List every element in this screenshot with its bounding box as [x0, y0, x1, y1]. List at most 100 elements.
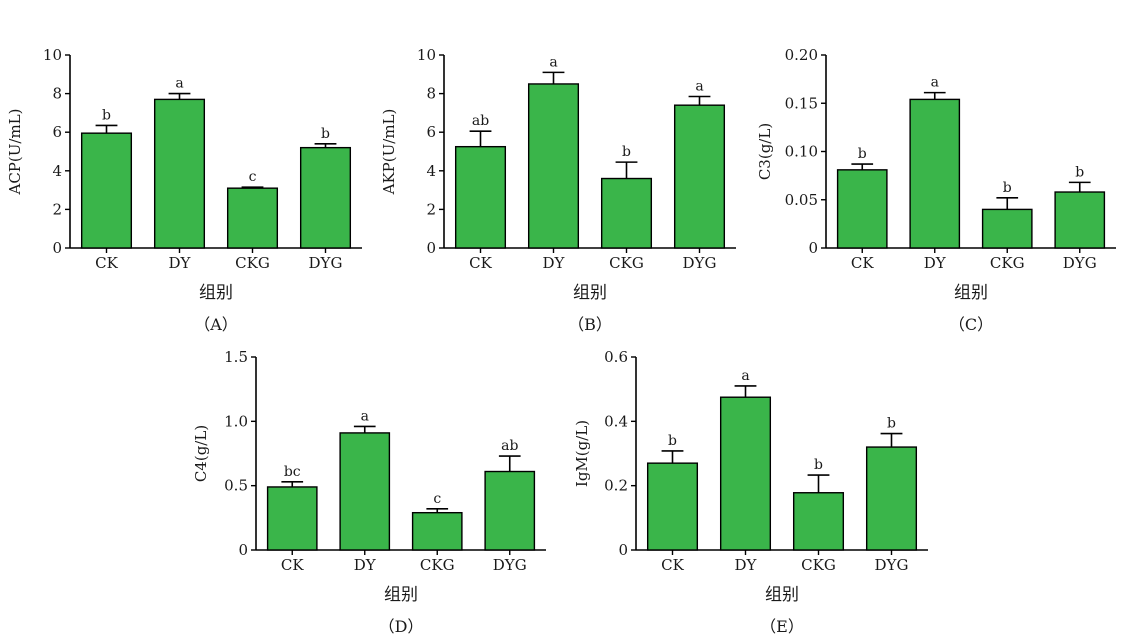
category-label-a-ckg: CKG	[235, 254, 270, 272]
panel-c: 0 0.05 0.10 0.15 0.20 b CK a DY b CKG b DYG C3(g/L) 组别…	[756, 46, 1116, 334]
y-tick-label-d: 0.5	[224, 477, 248, 495]
bar-d-dy	[339, 432, 391, 551]
significance-label-a-dy: a	[175, 76, 183, 92]
category-label-c-ck: CK	[851, 254, 874, 272]
significance-label-d-dyg: ab	[501, 438, 518, 454]
significance-label-c-dy: a	[931, 75, 939, 91]
significance-label-c-ck: b	[858, 146, 867, 162]
y-axis-title-a: ACP(U/mL)	[6, 109, 24, 196]
bar-a-dy	[153, 98, 206, 249]
y-tick-label-a: 0	[52, 239, 62, 257]
y-tick-label-c: 0.20	[785, 46, 818, 64]
y-tick-label-c: 0.15	[785, 94, 818, 112]
bar-b-dyg	[673, 104, 726, 249]
panel-e: 0 0.2 0.4 0.6 b CK a DY b CKG b DYG IgM(g/L) 组别 （E）	[573, 348, 928, 636]
bar-d-ck	[266, 486, 318, 551]
category-label-c-ckg: CKG	[990, 254, 1025, 272]
y-tick-label-c: 0.05	[785, 191, 818, 209]
panel-label-e: （E）	[760, 617, 804, 636]
category-label-e-dyg: DYG	[875, 556, 909, 574]
y-tick-label-a: 8	[52, 85, 62, 103]
y-tick-label-b: 2	[426, 200, 436, 218]
panel-label-c: （C）	[949, 315, 993, 334]
category-label-d-ck: CK	[281, 556, 304, 574]
category-label-b-ck: CK	[469, 254, 492, 272]
category-label-a-dy: DY	[169, 254, 192, 272]
y-tick-label-e: 0.2	[604, 477, 628, 495]
category-label-d-dy: DY	[354, 556, 377, 574]
significance-label-e-dy: a	[741, 368, 749, 384]
category-label-d-dyg: DYG	[493, 556, 527, 574]
y-tick-label-a: 2	[52, 200, 62, 218]
category-label-e-ckg: CKG	[801, 556, 836, 574]
significance-label-b-dy: a	[549, 54, 557, 70]
bar-d-ckg	[411, 511, 463, 551]
bar-e-dyg	[865, 446, 918, 551]
y-tick-label-c: 0.10	[785, 143, 818, 161]
bar-c-dy	[909, 98, 961, 249]
bar-b-ckg	[600, 177, 653, 249]
category-label-b-ckg: CKG	[609, 254, 644, 272]
significance-label-a-ck: b	[102, 107, 111, 123]
y-axis-title-b: AKP(U/mL)	[380, 109, 398, 196]
category-label-a-dyg: DYG	[309, 254, 343, 272]
panel-b: 0 2 4 6 8 10 ab CK a DY b CKG a DYG AKP(U/mL) 组别 （B）	[380, 46, 736, 334]
y-tick-label-e: 0	[618, 541, 628, 559]
bar-c-ck	[836, 169, 888, 249]
significance-label-b-ck: ab	[472, 113, 489, 129]
panel-d: 0 0.5 1.0 1.5 bc CK a DY c CKG ab DYG C4(g/L) 组别 （D）	[192, 348, 546, 636]
bar-e-ckg	[792, 492, 845, 551]
significance-label-c-ckg: b	[1003, 180, 1012, 196]
bar-b-dy	[527, 83, 580, 249]
significance-label-a-dyg: b	[321, 126, 330, 142]
y-axis-title-c: C3(g/L)	[756, 123, 774, 180]
y-tick-label-d: 1.5	[224, 348, 248, 366]
significance-label-a-ckg: c	[249, 169, 257, 185]
bar-e-ck	[646, 462, 699, 551]
panel-a: 0 2 4 6 8 10 b CK a DY c CKG b DYG ACP(U/mL) 组别 （A）	[6, 46, 362, 334]
y-tick-label-a: 4	[52, 162, 62, 180]
panel-label-a: （A）	[194, 315, 238, 334]
y-tick-label-a: 10	[43, 46, 62, 64]
x-axis-title-c: 组别	[954, 283, 988, 303]
x-axis-title-e: 组别	[765, 585, 799, 605]
y-axis-title-e: IgM(g/L)	[573, 420, 591, 487]
bar-c-dyg	[1054, 191, 1106, 249]
bar-b-ck	[454, 145, 507, 249]
category-label-c-dy: DY	[924, 254, 947, 272]
y-tick-label-b: 8	[426, 85, 436, 103]
y-tick-label-b: 10	[417, 46, 436, 64]
category-label-a-ck: CK	[95, 254, 118, 272]
bar-a-dyg	[299, 146, 352, 249]
y-tick-label-c: 0	[808, 239, 818, 257]
bar-d-dyg	[484, 470, 536, 551]
category-label-e-dy: DY	[735, 556, 758, 574]
category-label-b-dyg: DYG	[683, 254, 717, 272]
category-label-c-dyg: DYG	[1063, 254, 1097, 272]
y-tick-label-b: 6	[426, 123, 436, 141]
y-tick-label-b: 4	[426, 162, 436, 180]
x-axis-title-b: 组别	[573, 283, 607, 303]
category-label-e-ck: CK	[661, 556, 684, 574]
bar-a-ck	[80, 132, 133, 249]
category-label-b-dy: DY	[543, 254, 566, 272]
y-tick-label-d: 1.0	[224, 412, 248, 430]
significance-label-c-dyg: b	[1075, 164, 1084, 180]
y-tick-label-a: 6	[52, 123, 62, 141]
significance-label-e-ckg: b	[814, 457, 823, 473]
y-tick-label-b: 0	[426, 239, 436, 257]
y-tick-label-e: 0.4	[604, 412, 628, 430]
significance-label-b-dyg: a	[695, 78, 703, 94]
y-axis-title-d: C4(g/L)	[192, 425, 210, 482]
significance-label-d-ck: bc	[284, 464, 301, 480]
panel-label-d: （D）	[379, 617, 424, 636]
significance-label-d-dy: a	[361, 408, 369, 424]
y-tick-label-e: 0.6	[604, 348, 628, 366]
significance-label-e-dyg: b	[887, 416, 896, 432]
bar-c-ckg	[981, 208, 1033, 249]
significance-label-b-ckg: b	[622, 144, 631, 160]
x-axis-title-d: 组别	[384, 585, 418, 605]
panel-label-b: （B）	[568, 315, 612, 334]
significance-label-e-ck: b	[668, 433, 677, 449]
